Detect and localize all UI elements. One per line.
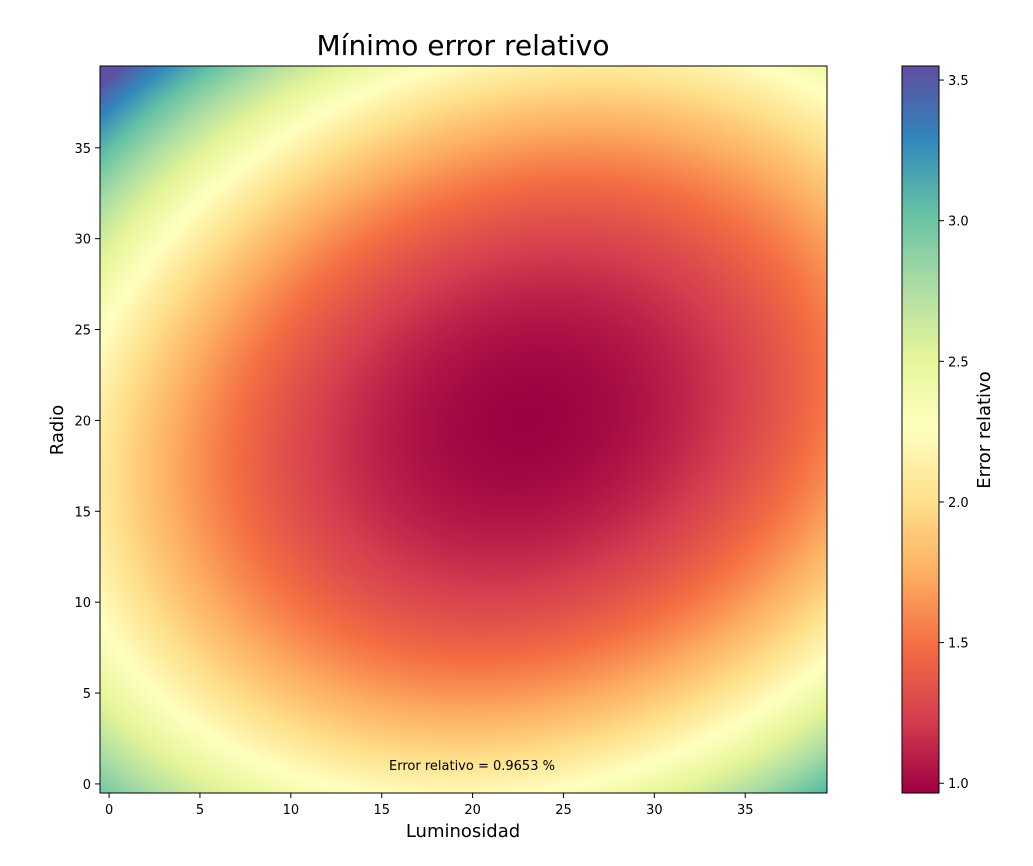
chart-title: Mínimo error relativo (317, 29, 610, 62)
x-tick-label: 20 (464, 803, 481, 818)
colorbar-tick-label: 1.0 (948, 777, 969, 792)
y-tick-label: 25 (74, 324, 91, 339)
x-tick-label: 25 (555, 803, 572, 818)
y-tick-label: 5 (83, 687, 91, 702)
heatmap-image (100, 66, 827, 793)
y-tick-label: 30 (74, 233, 91, 248)
x-tick-label: 0 (105, 803, 113, 818)
y-tick-label: 10 (74, 596, 91, 611)
y-tick-label: 20 (74, 414, 91, 429)
min-error-annotation: Error relativo = 0.9653 % (389, 759, 555, 774)
x-axis-ticks: 0 5 10 15 20 25 30 35 (105, 793, 754, 818)
colorbar-tick-label: 2.5 (948, 355, 969, 370)
y-axis-ticks: 0 5 10 15 20 25 30 35 (74, 142, 100, 793)
x-tick-label: 15 (373, 803, 390, 818)
colorbar-tick-label: 3.0 (948, 215, 969, 230)
colorbar-tick-label: 2.0 (948, 496, 969, 511)
colorbar-frame (901, 65, 940, 794)
x-tick-label: 35 (737, 803, 754, 818)
x-tick-label: 5 (196, 803, 204, 818)
x-tick-label: 30 (646, 803, 663, 818)
x-axis-label: Luminosidad (406, 821, 520, 842)
x-tick-label: 10 (283, 803, 300, 818)
colorbar-label: Error relativo (974, 371, 995, 488)
colorbar-tick-label: 1.5 (948, 637, 969, 652)
y-tick-label: 35 (74, 142, 91, 157)
colorbar-tick-label: 3.5 (948, 74, 969, 89)
plot-frame (99, 65, 828, 794)
colorbar-ticks: 1.0 1.5 2.0 2.5 3.0 3.5 (939, 74, 969, 792)
y-tick-label: 0 (83, 778, 91, 793)
y-axis-label: Radio (47, 405, 68, 456)
colorbar-gradient (902, 66, 939, 793)
y-tick-label: 15 (74, 505, 91, 520)
